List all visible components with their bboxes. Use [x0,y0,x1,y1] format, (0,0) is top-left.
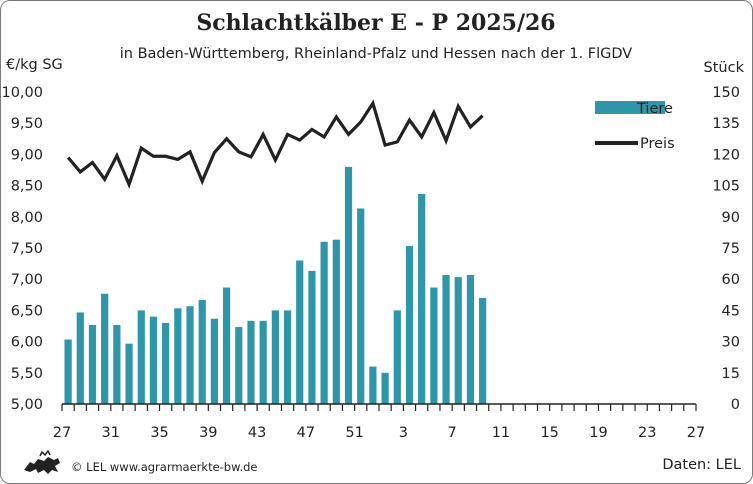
bar-tiere [125,343,133,404]
bar-tiere [430,287,438,404]
y-left-tick-label: 7,00 [11,272,43,288]
bar-tiere [186,306,194,404]
bar-tiere [149,316,158,404]
bar-tiere [223,287,231,404]
bar-tiere [271,310,279,404]
x-tick-label: 35 [150,425,168,441]
x-tick-label: 7 [448,425,457,441]
bar-tiere [405,245,414,404]
bar-tiere [76,312,84,404]
bar-tiere [174,308,182,404]
bar-tiere [357,208,365,404]
x-tick-label: 47 [297,425,315,441]
y-right-tick-label: 150 [712,85,740,101]
y-right-tick-label: 75 [722,241,740,257]
bar-tiere [393,310,401,404]
bar-tiere [162,322,170,404]
left-axis: 5,00 5,50 6,00 6,50 7,00 7,50 8,00 8,50 9,00 9,50… [1,85,43,413]
x-tick-label: 27 [687,425,705,441]
bar-tiere [64,339,72,404]
bar-tiere [235,327,243,404]
y-left-tick-label: 9,00 [11,147,43,163]
bar-tiere [101,293,109,404]
y-right-tick-label: 90 [722,210,740,226]
y-left-tick-label: 5,50 [11,366,43,382]
left-axis-unit: €/kg SG [6,57,63,73]
footer-copyright: © LEL www.agrarmaerkte-bw.de [71,460,257,474]
y-right-tick-label: 45 [722,303,740,319]
bar-tiere [418,193,426,404]
bar-tiere [283,310,292,404]
y-right-tick-label: 105 [712,179,740,195]
line-layer [66,99,484,189]
x-tick-label: 3 [399,425,408,441]
footer-source: Daten: LEL [662,457,741,473]
y-right-tick-label: 135 [712,116,740,132]
bar-tiere [442,275,450,404]
right-axis-unit: Stück [704,60,745,76]
bar-tiere [88,324,97,404]
x-tick-label: 23 [638,425,656,441]
chart-subtitle: in Baden-Württemberg, Rheinland-Pfalz un… [120,46,633,62]
y-right-tick-label: 60 [722,272,740,288]
y-left-tick-label: 10,00 [1,85,43,101]
x-tick-label: 11 [492,425,510,441]
bar-tiere [381,372,389,404]
legend-label-preis: Preis [640,136,675,152]
y-left-tick-label: 8,50 [11,179,43,195]
x-tick-label: 19 [589,425,607,441]
chart-title: Schlachtkälber E - P 2025/26 [196,10,555,36]
y-right-tick-label: 30 [722,335,740,351]
bar-tiere [466,275,475,404]
bar-tiere [247,320,255,404]
lion-logo-icon [24,449,60,474]
bar-tiere [296,260,304,404]
bar-tiere [332,239,340,404]
y-right-tick-label: 120 [712,147,740,163]
y-left-tick-label: 5,00 [11,397,43,413]
right-axis: 0 15 30 45 60 75 90 105 120 135 150 [712,85,740,413]
x-tick-label: 43 [248,425,266,441]
bar-tiere [454,277,462,404]
bars-layer [64,166,487,404]
bar-tiere [198,300,206,404]
legend-swatch-tiere [595,101,665,114]
y-left-tick-label: 9,50 [11,116,43,132]
bar-tiere [344,166,353,404]
y-left-tick-label: 8,00 [11,210,43,226]
x-tick-label: 27 [53,425,71,441]
y-left-tick-label: 6,50 [11,303,43,319]
bar-tiere [137,310,145,404]
y-right-tick-label: 15 [722,366,740,382]
bar-tiere [479,297,487,404]
legend: Tiere Preis [595,101,675,152]
legend-label-tiere: Tiere [636,101,673,117]
bar-tiere [210,318,218,404]
bar-tiere [259,320,267,404]
bar-tiere [308,270,316,404]
x-tick-label: 39 [199,425,217,441]
x-tick-label: 31 [102,425,120,441]
x-tick-label: 15 [540,425,558,441]
bar-tiere [369,366,377,404]
y-left-tick-label: 6,00 [11,335,43,351]
line-preis [66,99,484,189]
x-axis-ticks: 27 31 35 39 43 47 51 3 7 11 15 19 23 27 [53,425,705,441]
x-tick-label: 51 [345,425,363,441]
bar-tiere [320,241,328,404]
x-axis [61,403,697,411]
bar-tiere [113,324,121,404]
y-right-tick-label: 0 [731,397,740,413]
y-left-tick-label: 7,50 [11,241,43,257]
